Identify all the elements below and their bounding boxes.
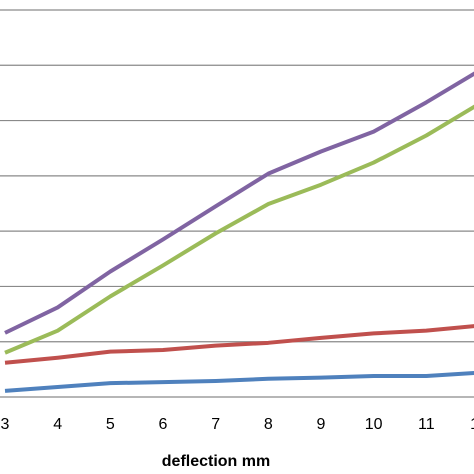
x-tick-label: 10 bbox=[365, 416, 383, 433]
series-line bbox=[4, 104, 474, 355]
x-tick-label: 12 bbox=[470, 416, 474, 433]
series-line bbox=[4, 370, 474, 393]
x-tick-label: 9 bbox=[317, 416, 326, 433]
series-line bbox=[4, 324, 474, 365]
x-tick-label: 5 bbox=[106, 416, 115, 433]
x-tick-label: 3 bbox=[1, 416, 10, 433]
x-tick-label: 6 bbox=[159, 416, 168, 433]
series-line bbox=[4, 71, 474, 335]
x-axis-label: deflection mm bbox=[162, 453, 270, 470]
x-tick-label: 11 bbox=[418, 416, 435, 433]
x-tick-label: 8 bbox=[264, 416, 273, 433]
x-tick-label: 4 bbox=[53, 416, 62, 433]
x-tick-label: 7 bbox=[211, 416, 220, 433]
